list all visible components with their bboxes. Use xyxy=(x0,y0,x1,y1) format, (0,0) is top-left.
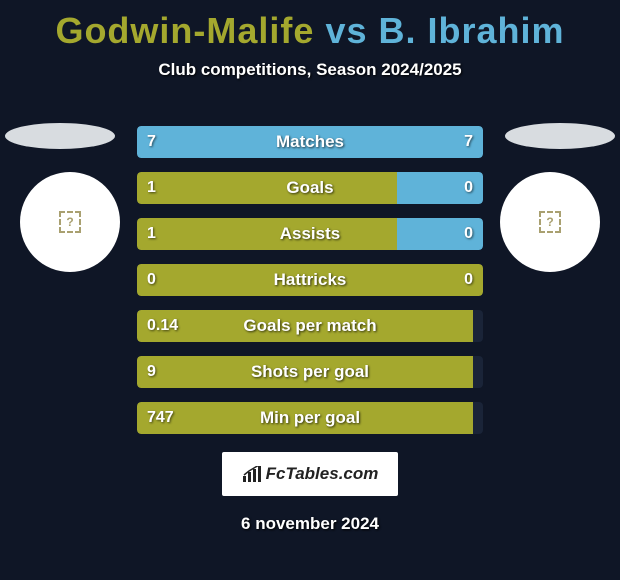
stat-row: 0.14Goals per match xyxy=(137,310,483,342)
stats-bars: 77Matches 10Goals 10Assists 00Hattricks 0.14… xyxy=(137,126,483,434)
subtitle: Club competitions, Season 2024/2025 xyxy=(0,60,620,80)
stat-row: 9Shots per goal xyxy=(137,356,483,388)
placeholder-icon: ? xyxy=(59,211,81,233)
stat-row: 77Matches xyxy=(137,126,483,158)
stat-row: 10Assists xyxy=(137,218,483,250)
placeholder-icon: ? xyxy=(539,211,561,233)
comparison-title: Godwin-Malife vs B. Ibrahim xyxy=(0,0,620,52)
stat-row: 10Goals xyxy=(137,172,483,204)
stat-row: 00Hattricks xyxy=(137,264,483,296)
stat-label: Goals per match xyxy=(137,310,483,342)
player2-name: B. Ibrahim xyxy=(379,10,565,51)
chart-icon xyxy=(242,466,262,482)
player2-badge: ? xyxy=(500,172,600,272)
stat-label: Shots per goal xyxy=(137,356,483,388)
decoration-ellipse-right xyxy=(505,123,615,149)
player1-badge: ? xyxy=(20,172,120,272)
stat-label: Min per goal xyxy=(137,402,483,434)
stat-label: Matches xyxy=(137,126,483,158)
decoration-ellipse-left xyxy=(5,123,115,149)
stat-row: 747Min per goal xyxy=(137,402,483,434)
vs-text: vs xyxy=(325,10,367,51)
stat-label: Goals xyxy=(137,172,483,204)
date: 6 november 2024 xyxy=(0,514,620,534)
player1-name: Godwin-Malife xyxy=(55,10,314,51)
logo-text: FcTables.com xyxy=(266,464,379,484)
stat-label: Assists xyxy=(137,218,483,250)
logo: FcTables.com xyxy=(222,452,398,496)
stat-label: Hattricks xyxy=(137,264,483,296)
